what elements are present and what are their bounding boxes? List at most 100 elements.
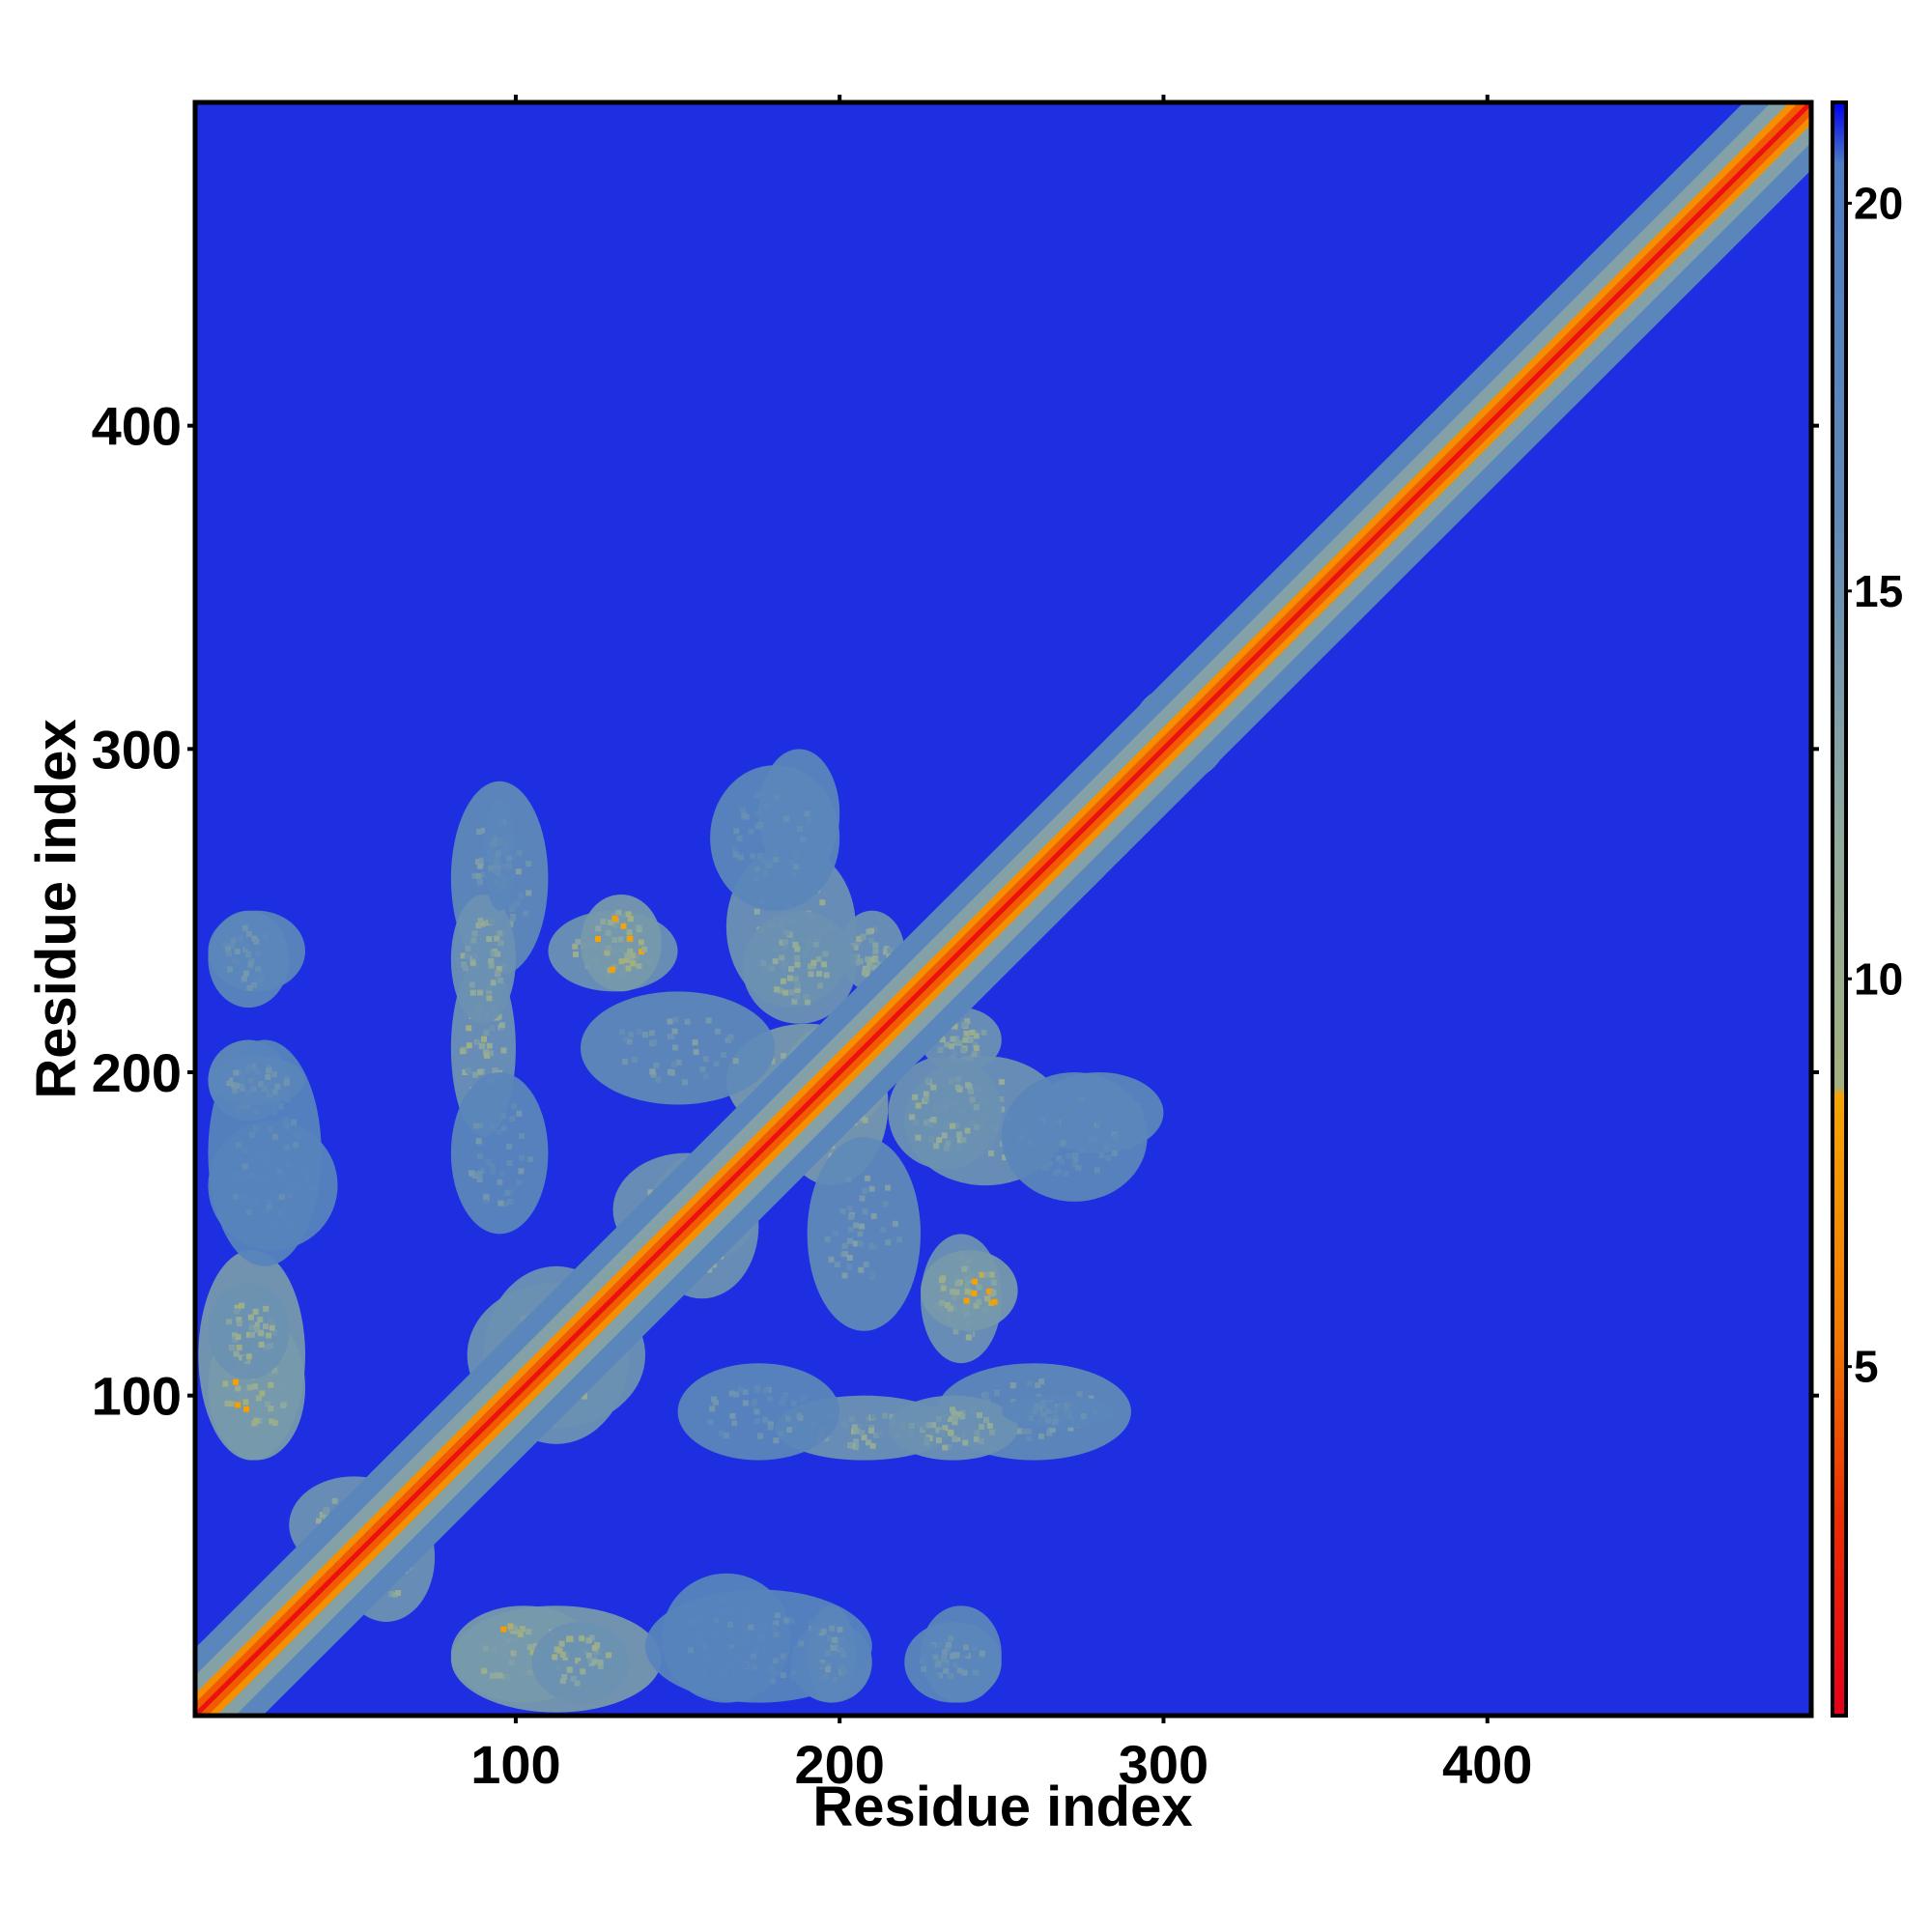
contact-cell-19b-15 [713,1061,720,1067]
contact-cell-10a-32 [478,858,485,865]
contact-cell-20b-12 [939,1037,946,1043]
contact-cell-15b-13 [516,1179,523,1186]
contact-cell-5b-21 [271,1329,278,1336]
contact-cell-11b-38 [841,1421,848,1428]
contact-cell-4b-0 [269,1418,275,1425]
contact-cell-21a-32 [952,1419,958,1426]
contact-cell-15b-7 [506,1159,513,1166]
contact-cell-24a-11 [1047,1122,1054,1128]
contact-cell-24a-29 [1059,1158,1065,1165]
contact-cell-15a-25 [753,1418,760,1425]
contact-cell-7a-32 [840,1668,847,1675]
contact-cell-5a-33 [578,1661,584,1667]
contact-cell-19b-6 [671,1044,678,1051]
contact-cell-23b-9 [638,949,644,955]
contact-cell-10a-26 [476,879,483,886]
contact-cell-8a-26 [934,1662,941,1668]
contact-cell-25b-36 [497,839,503,846]
contact-cell-23b-26 [633,953,639,960]
contact-cell-22b-39 [792,942,799,949]
contact-cell-25a-8 [1073,1402,1080,1408]
contact-cell-19a-20 [824,1236,831,1242]
contact-cell-6b-15 [251,1196,258,1203]
contact-region-23b [580,894,662,992]
contact-cell-8a-1 [936,1672,943,1679]
contact-cell-20a-17 [865,966,871,973]
contact-cell-8b-26 [244,944,251,951]
contact-cell-19a-11 [841,1242,848,1249]
contact-cell-25a-39 [1028,1415,1035,1422]
contact-cell-6a-28 [727,1648,734,1655]
contact-cell-23b-32 [608,920,614,926]
contact-cell-10b-34 [1026,1380,1033,1387]
contact-cell-22a-7 [969,1096,976,1103]
contact-cell-10b-1 [1026,1435,1033,1442]
contact-cell-21a-22 [952,1435,958,1442]
contact-cell-22b-5 [822,951,829,957]
contact-cell-23b-18 [627,935,634,942]
contact-cell-25b-35 [495,869,501,876]
contact-cell-22b-13 [788,966,795,973]
contact-cell-6b-39 [242,1148,248,1154]
contact-cell-19a-39 [868,1242,875,1249]
contact-cell-11a-18 [489,1025,496,1032]
contact-cell-4b-3 [259,1390,266,1397]
contact-cell-23b-29 [615,909,622,916]
contact-cell-11b-17 [877,1430,884,1436]
contact-cell-4a-36 [503,1674,510,1681]
contact-cell-7b-26 [247,1063,254,1069]
contact-cell-22b-2 [786,975,793,981]
contact-cell-25b-2 [491,835,497,841]
contact-cell-5b-5 [253,1321,260,1328]
contact-cell-22a-2 [968,1088,975,1094]
contact-cell-23a-33 [968,1274,975,1281]
contact-cell-5b-36 [245,1353,252,1360]
contact-cell-5a-22 [559,1678,566,1685]
contact-cell-24a-1 [1049,1102,1056,1109]
contact-cell-6b-27 [271,1109,278,1116]
contact-cell-8a-0 [948,1634,954,1641]
contact-cell-22a-38 [923,1095,929,1102]
contact-cell-22b-7 [817,982,824,989]
contact-cell-9a-39 [322,1508,328,1515]
contact-cell-4b-12 [256,1417,263,1424]
contact-cell-24a-2 [1071,1161,1078,1168]
contact-cell-23b-38 [606,945,612,952]
contact-cell-4b-38 [279,1402,286,1408]
contact-cell-23b-36 [609,966,615,973]
contact-cell-4b-16 [243,1406,250,1412]
contact-cell-23a-38 [972,1278,979,1285]
contact-cell-8b-19 [227,966,234,973]
contact-cell-19a-16 [842,1251,849,1258]
contact-cell-4b-35 [253,1417,260,1424]
contact-cell-24b-3 [783,815,790,822]
contact-cell-19a-8 [845,1176,852,1182]
contact-cell-12b-35 [520,1315,526,1321]
contact-cell-25b-30 [498,877,505,884]
contact-cell-5a-4 [579,1635,585,1642]
contact-cell-25b-24 [491,840,497,847]
contact-cell-5b-12 [254,1326,261,1333]
colorbar-tick-label-3: 20 [1854,178,1903,228]
contact-cell-24b-35 [753,792,760,799]
contact-cell-23a-8 [954,1280,961,1287]
contact-cell-23b-13 [638,939,644,946]
contact-cell-21b-23 [471,952,478,959]
contact-cell-25a-21 [1044,1417,1051,1424]
contact-cell-22b-4 [821,961,828,968]
contact-cell-15a-20 [729,1412,736,1419]
contact-cell-24b-38 [736,836,743,842]
contact-cell-22a-37 [973,1104,980,1111]
contact-cell-22b-20 [794,982,801,989]
contact-cell-20a-0 [876,961,883,968]
contact-cell-24a-23 [1098,1151,1105,1158]
contact-cell-6b-11 [264,1208,270,1214]
contact-cell-22a-0 [956,1137,963,1144]
contact-cell-23b-34 [595,925,602,932]
contact-cell-21b-9 [486,988,493,995]
contact-cell-4b-32 [268,1381,274,1388]
contact-cell-7a-0 [824,1631,831,1637]
contact-cell-5a-15 [587,1657,594,1663]
contact-cell-20a-31 [857,958,864,965]
contact-cell-22a-26 [930,1084,937,1091]
